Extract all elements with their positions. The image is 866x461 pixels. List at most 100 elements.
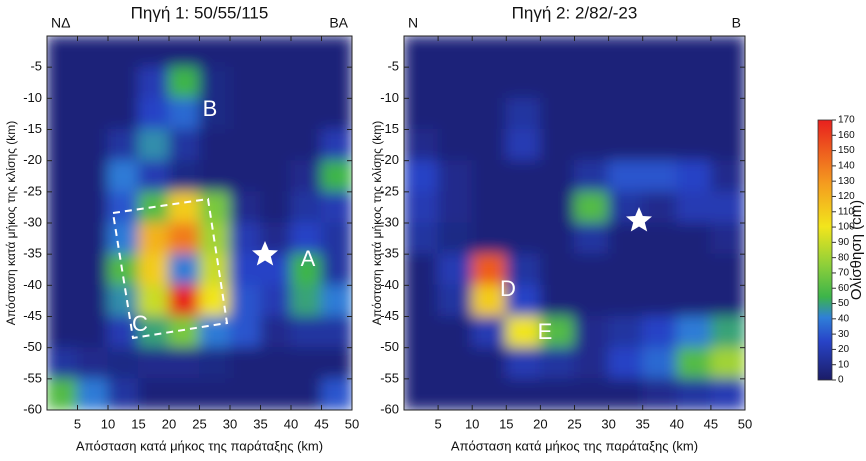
slip-cell — [471, 253, 507, 286]
slip-cell — [642, 253, 678, 286]
slip-cell — [77, 284, 109, 317]
y-tick-label: -60 — [380, 401, 399, 416]
slip-cell — [77, 66, 109, 99]
slip-cell — [199, 347, 231, 380]
slip-cell — [404, 316, 439, 349]
slip-cell — [229, 66, 261, 99]
slip-cell — [608, 284, 644, 317]
colorbar-tick-label: 90 — [838, 237, 850, 248]
annotation: B — [203, 96, 218, 121]
slip-cell — [437, 347, 473, 380]
x-tick-label: 40 — [670, 416, 684, 431]
slip-cell — [710, 378, 745, 410]
y-tick-label: -5 — [387, 59, 399, 74]
slip-cell — [642, 160, 678, 193]
x-tick-label: 50 — [345, 416, 359, 431]
slip-cell — [608, 378, 644, 410]
slip-cell — [471, 222, 507, 255]
annotation: C — [132, 311, 148, 336]
slip-cell — [47, 284, 78, 317]
slip-cell — [676, 347, 712, 380]
slip-cell — [608, 253, 644, 286]
slip-cell — [77, 160, 109, 193]
x-tick-label: 25 — [567, 416, 581, 431]
slip-cell — [608, 316, 644, 349]
dashed-box — [111, 197, 229, 340]
slip-cell — [229, 36, 261, 68]
slip-cell — [229, 378, 261, 410]
x-tick-label: 20 — [533, 416, 547, 431]
slip-cell — [138, 129, 170, 162]
y-tick-label: -55 — [23, 370, 42, 385]
slip-cell — [437, 378, 473, 410]
slip-cell — [47, 253, 78, 286]
y-tick-label: -40 — [23, 277, 42, 292]
slip-cell — [107, 66, 139, 99]
colorbar-tick-label: 30 — [838, 329, 850, 340]
colorbar-tick-label: 70 — [838, 268, 850, 279]
slip-cell — [642, 316, 678, 349]
slip-cell — [321, 378, 352, 410]
slip-cell — [321, 347, 352, 380]
slip-cell — [77, 347, 109, 380]
slip-cell — [642, 36, 678, 68]
slip-cell — [471, 316, 507, 349]
slip-cell — [642, 347, 678, 380]
slip-cell — [260, 347, 292, 380]
cells — [47, 36, 352, 410]
slip-cell — [168, 66, 200, 99]
slip-cell — [321, 129, 352, 162]
annotation: A — [301, 246, 316, 271]
slip-cell — [710, 97, 745, 130]
slip-cell — [539, 378, 575, 410]
slip-cell — [642, 129, 678, 162]
slip-cell — [321, 222, 352, 255]
slip-cell — [107, 191, 139, 224]
slip-cell — [471, 66, 507, 99]
slip-cell — [471, 160, 507, 193]
slip-cell — [676, 253, 712, 286]
slip-cell — [505, 97, 541, 130]
slip-cell — [229, 222, 261, 255]
slip-cell — [676, 160, 712, 193]
y-tick-label: -55 — [380, 370, 399, 385]
slip-cell — [260, 378, 292, 410]
slip-cell — [168, 36, 200, 68]
slip-cell — [138, 160, 170, 193]
slip-cell — [539, 316, 575, 349]
slip-cell — [138, 253, 170, 286]
slip-cell — [608, 66, 644, 99]
x-tick-label: 45 — [314, 416, 328, 431]
slip-cell — [404, 160, 439, 193]
slip-cell — [676, 191, 712, 224]
y-tick-label: -5 — [30, 59, 42, 74]
slip-cell — [229, 97, 261, 130]
slip-cell — [608, 129, 644, 162]
y-axis-label: Απόσταση κατά μήκος της κλίσης (km) — [370, 121, 384, 326]
slip-cell — [138, 222, 170, 255]
slip-cell — [107, 222, 139, 255]
slip-cell — [47, 36, 78, 68]
x-tick-label: 30 — [223, 416, 237, 431]
slip-cell — [47, 160, 78, 193]
slip-cell — [574, 253, 610, 286]
slip-cell — [505, 253, 541, 286]
slip-cell — [404, 129, 439, 162]
slip-cell — [404, 191, 439, 224]
slip-cell — [138, 347, 170, 380]
x-tick-label: 15 — [131, 416, 145, 431]
slip-cell — [608, 160, 644, 193]
slip-cell — [437, 253, 473, 286]
slip-cell — [608, 36, 644, 68]
slip-cell — [404, 253, 439, 286]
slip-cell — [574, 36, 610, 68]
x-tick-label: 35 — [635, 416, 649, 431]
colorbar-tick-label: 120 — [838, 191, 855, 202]
slip-cell — [168, 253, 200, 286]
chart-title: Πηγή 2: 2/82/-23 — [512, 3, 638, 22]
slip-cell — [574, 316, 610, 349]
slip-cell — [505, 191, 541, 224]
slip-cell — [47, 378, 78, 410]
slip-cell — [47, 191, 78, 224]
